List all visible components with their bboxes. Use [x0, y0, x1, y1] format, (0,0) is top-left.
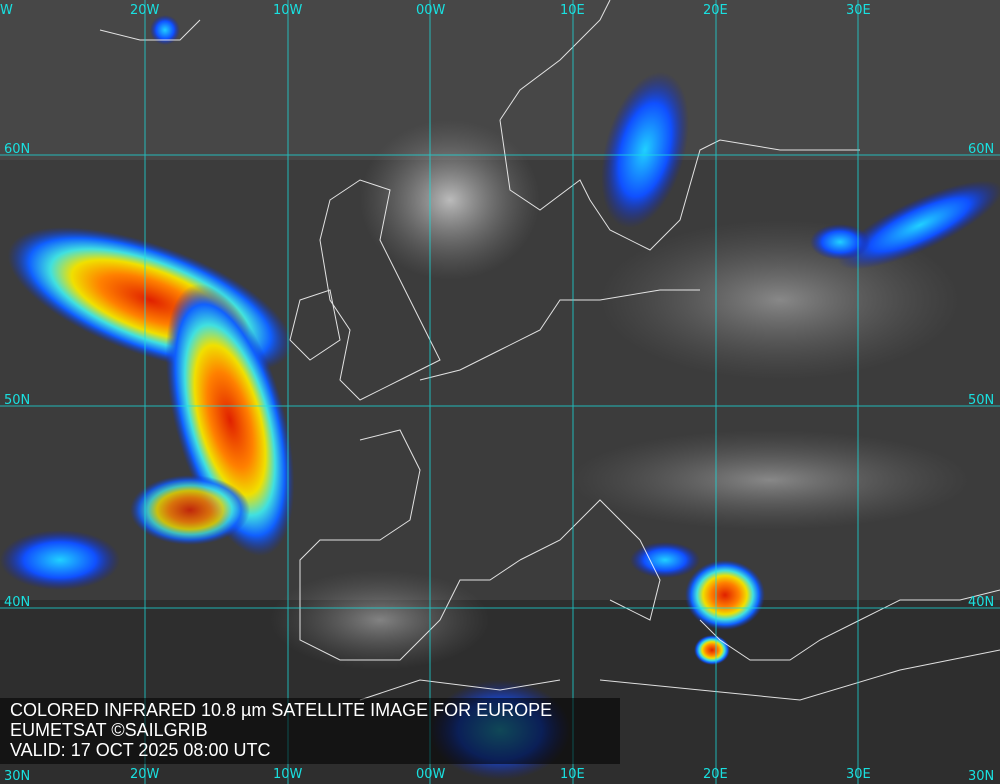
grid-label-bottom-20e: 20E	[703, 767, 728, 782]
grid-label-top-00w: 00W	[416, 3, 446, 18]
grid-label-top-30e: 30E	[846, 3, 871, 18]
grid-label-bottom-30n-right: 30N	[968, 769, 995, 784]
grid-label-right-40n: 40N	[968, 595, 995, 610]
image-caption: COLORED INFRARED 10.8 µm SATELLITE IMAGE…	[0, 698, 620, 764]
grid-label-left-40n: 40N	[4, 595, 31, 610]
grid-label-bottom-00w: 00W	[416, 767, 446, 782]
grid-label-right-50n: 50N	[968, 393, 995, 408]
grid-label-right-60n: 60N	[968, 142, 995, 157]
grid-label-top-10w: 10W	[273, 3, 303, 18]
grid-label-top-20e: 20E	[703, 3, 728, 18]
grid-label-left-60n: 60N	[4, 142, 31, 157]
caption-source: EUMETSAT ©SAILGRIB	[10, 720, 208, 740]
grid-label-bottom-10e: 10E	[560, 767, 585, 782]
grid-label-bottom-30n: 30N	[4, 769, 31, 784]
grid-label-top-20w: 20W	[130, 3, 160, 18]
caption-title: COLORED INFRARED 10.8 µm SATELLITE IMAGE…	[10, 700, 553, 720]
coastlines	[99, 0, 1000, 701]
grid-label-bottom-20w: 20W	[130, 767, 160, 782]
grid-label-top-30w: W	[0, 3, 13, 18]
grid-label-bottom-10w: 10W	[273, 767, 303, 782]
grid-label-top-10e: 10E	[560, 3, 585, 18]
grid-label-left-50n: 50N	[4, 393, 31, 408]
caption-valid-time: VALID: 17 OCT 2025 08:00 UTC	[10, 740, 271, 760]
grid-label-bottom-30e: 30E	[846, 767, 871, 782]
